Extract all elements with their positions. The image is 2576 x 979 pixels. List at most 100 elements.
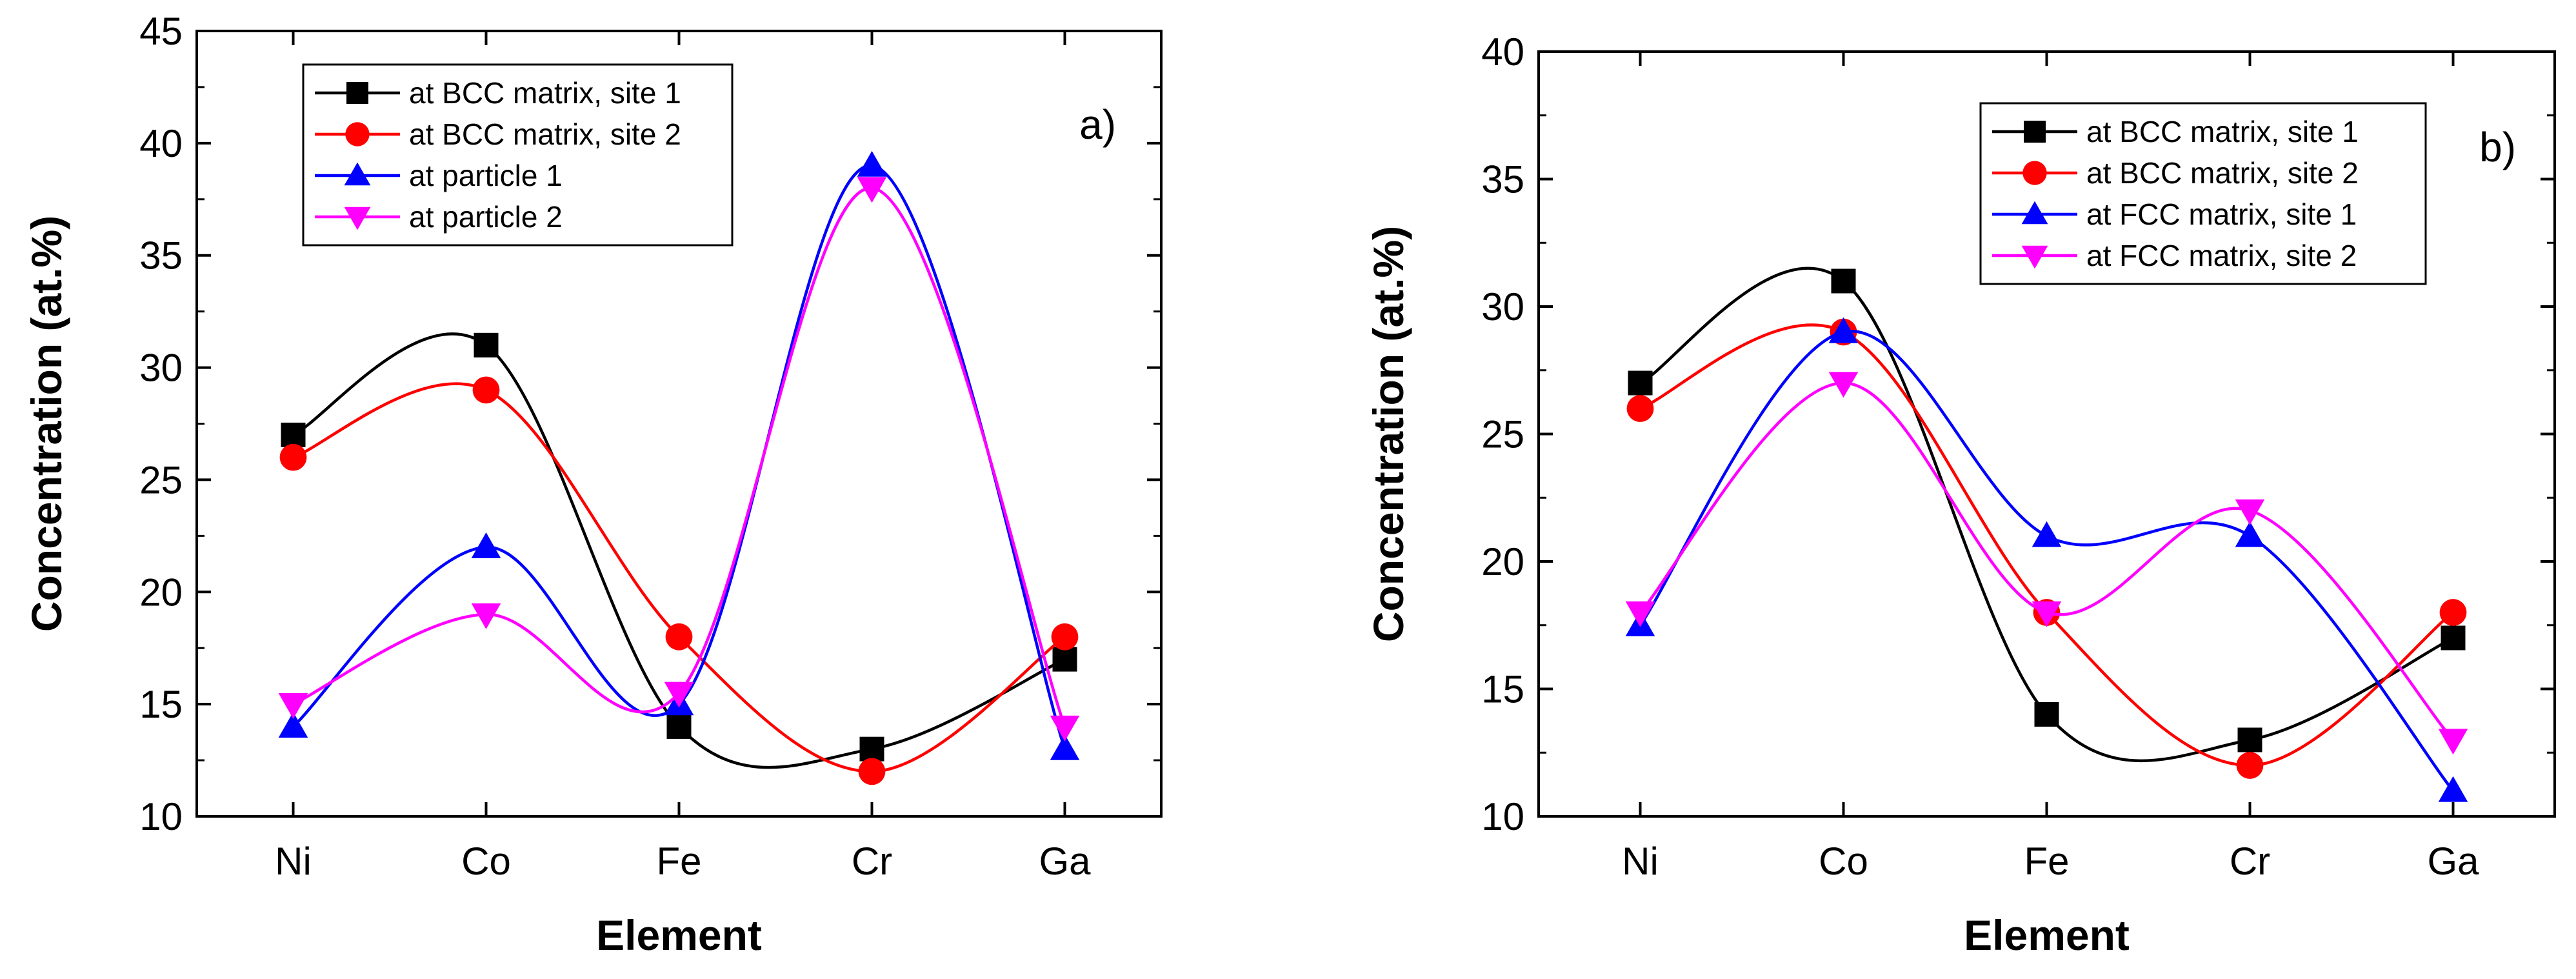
series-3 xyxy=(1625,317,2468,802)
x-tick-label: Co xyxy=(1819,840,1868,883)
y-tick-label: 15 xyxy=(1481,668,1524,711)
data-point xyxy=(474,332,499,358)
legend-marker xyxy=(2024,121,2046,143)
data-point xyxy=(1828,372,1859,398)
x-tick-label: Ni xyxy=(1622,840,1659,883)
legend-marker xyxy=(344,162,371,186)
y-tick-label: 25 xyxy=(1481,413,1524,456)
x-tick-label: Cr xyxy=(2230,840,2270,883)
x-tick-label: Cr xyxy=(852,840,892,883)
series-4 xyxy=(1625,372,2468,755)
y-tick-label: 30 xyxy=(139,347,183,390)
legend-marker xyxy=(2021,245,2048,269)
data-point xyxy=(858,758,886,785)
series-line xyxy=(292,187,1066,727)
x-tick-label: Ga xyxy=(1039,840,1091,883)
data-point xyxy=(2441,625,2466,651)
legend-box xyxy=(302,63,734,247)
legend-label: at FCC matrix, site 2 xyxy=(2086,239,2357,272)
legend-label: at FCC matrix, site 1 xyxy=(2086,197,2357,231)
x-axis-label: Element xyxy=(596,911,762,959)
series-line xyxy=(1639,381,2455,741)
y-tick-label: 20 xyxy=(1481,540,1524,583)
legend-label: at BCC matrix, site 2 xyxy=(2086,156,2359,190)
x-tick-label: Co xyxy=(461,840,511,883)
y-tick-label: 30 xyxy=(1481,285,1524,328)
data-point xyxy=(859,736,884,762)
x-tick-label: Fe xyxy=(2024,840,2069,883)
y-tick-label: 45 xyxy=(139,10,183,53)
chart-panel-1: 10 15 20 25 30 35 40 45 Ni Co Fe Cr Ga Element Concent… xyxy=(23,10,1163,959)
data-point xyxy=(1050,715,1080,742)
data-point xyxy=(1628,370,1653,396)
data-point xyxy=(2237,727,2262,752)
data-point xyxy=(664,681,694,708)
y-tick-label: 10 xyxy=(139,795,183,838)
data-point xyxy=(2235,499,2265,525)
legend-marker xyxy=(2021,201,2048,225)
legend-marker xyxy=(346,82,368,104)
data-point xyxy=(666,714,692,739)
x-axis-label: Element xyxy=(1964,911,2130,959)
data-point xyxy=(1828,317,1859,343)
data-point xyxy=(278,693,308,719)
legend-box xyxy=(1979,102,2427,285)
data-point xyxy=(2438,729,2468,755)
data-point xyxy=(281,422,306,447)
data-point xyxy=(1050,734,1080,760)
series-1 xyxy=(1628,267,2466,763)
data-point xyxy=(1625,601,1655,627)
data-point xyxy=(857,177,887,203)
data-point xyxy=(1051,623,1079,651)
y-tick-label: 40 xyxy=(1481,30,1524,74)
data-point xyxy=(471,603,501,629)
data-point xyxy=(2439,599,2467,626)
legend: at BCC matrix, site 1 at BCC matrix, site… xyxy=(302,63,734,247)
data-point xyxy=(2438,776,2468,802)
legend-label: at particle 2 xyxy=(409,200,563,234)
data-point xyxy=(1052,647,1077,672)
data-point xyxy=(1831,268,1856,294)
data-point xyxy=(2236,752,2264,779)
series-1 xyxy=(281,332,1077,769)
data-point xyxy=(665,623,693,651)
x-tick-label: Fe xyxy=(656,840,701,883)
y-tick-label: 40 xyxy=(139,122,183,165)
legend-marker xyxy=(2022,161,2047,185)
x-tick-label: Ga xyxy=(2427,840,2479,883)
data-point xyxy=(2235,521,2265,547)
legend-marker xyxy=(344,207,371,230)
data-point xyxy=(472,376,500,404)
series-line xyxy=(292,164,1066,750)
series-line xyxy=(292,332,1066,769)
series-3 xyxy=(278,150,1080,760)
data-point xyxy=(2032,601,2062,627)
data-point xyxy=(1626,395,1654,422)
y-tick-label: 35 xyxy=(1481,158,1524,201)
y-axis-label: Concentration (at.%) xyxy=(23,216,70,632)
x-tick-label: Ni xyxy=(275,840,312,883)
panel-label: a) xyxy=(1079,101,1116,148)
legend-label: at BCC matrix, site 1 xyxy=(2086,115,2359,148)
panel-label: b) xyxy=(2479,124,2516,170)
y-tick-label: 10 xyxy=(1481,795,1524,838)
legend-label: at BCC matrix, site 2 xyxy=(409,117,681,151)
y-tick-label: 35 xyxy=(139,234,183,278)
y-axis-label: Concentration (at.%) xyxy=(1364,226,1412,642)
y-tick-label: 20 xyxy=(139,570,183,614)
legend: at BCC matrix, site 1 at BCC matrix, site… xyxy=(1979,102,2427,285)
series-line xyxy=(1639,329,2455,792)
legend-label: at particle 1 xyxy=(409,159,563,192)
series-line xyxy=(1639,267,2454,763)
series-4 xyxy=(278,177,1080,742)
data-point xyxy=(2034,702,2059,727)
data-point xyxy=(279,443,307,471)
data-point xyxy=(2032,521,2062,547)
legend-label: at BCC matrix, site 1 xyxy=(409,76,681,110)
data-point xyxy=(278,712,308,738)
legend-marker xyxy=(345,122,370,146)
data-point xyxy=(471,532,501,558)
y-tick-label: 15 xyxy=(139,683,183,726)
y-tick-label: 25 xyxy=(139,458,183,501)
